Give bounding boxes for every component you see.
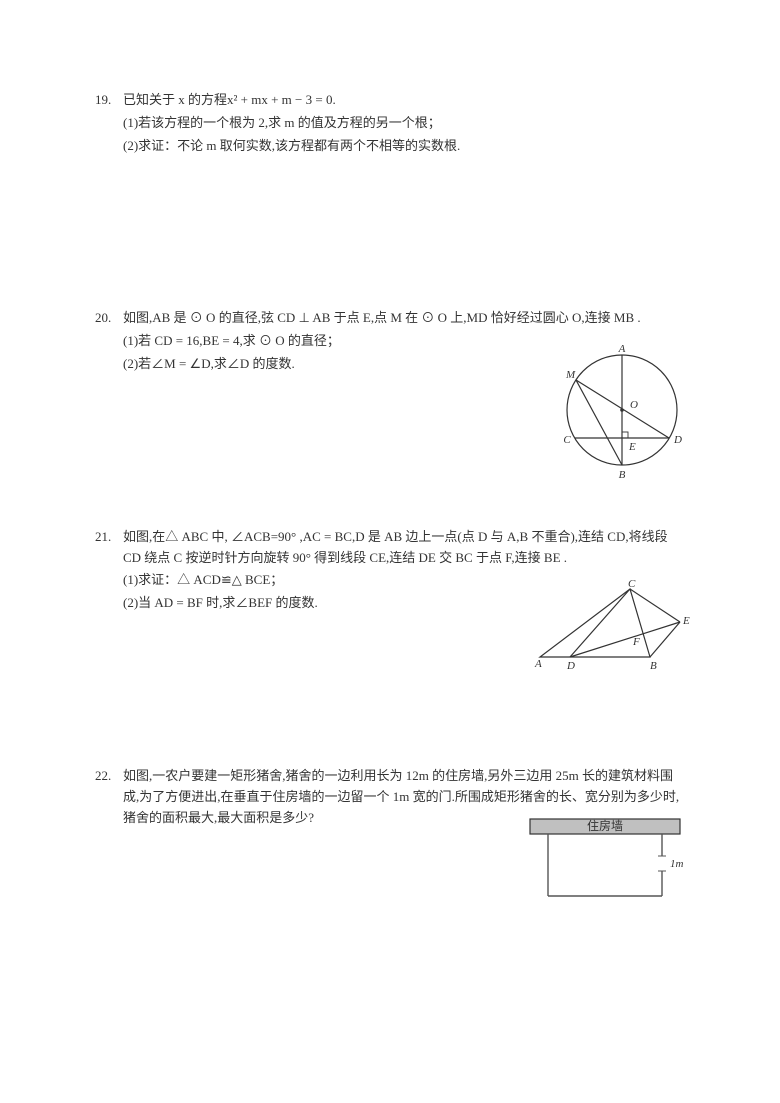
problem-sub-2: (2)求证：不论 m 取何实数,该方程都有两个不相等的实数根. [123,136,685,157]
problem-stem: 如图,AB 是 ⊙ O 的直径,弦 CD ⊥ AB 于点 E,点 M 在 ⊙ O… [123,308,685,329]
problem-number: 19. [95,90,123,111]
label-B: B [619,469,626,481]
label-C: C [628,578,636,590]
problem-stem: 已知关于 x 的方程x² + mx + m − 3 = 0. [123,90,685,111]
wall-label: 住房墙 [587,818,623,833]
triangle-diagram-icon: A B C D E F [525,577,695,672]
circle-diagram-icon: A B C D E M O [540,338,695,483]
label-D: D [673,434,682,446]
figure-21: A B C D E F [525,577,695,672]
label-O: O [630,399,638,411]
figure-22: 住房墙 1m [520,811,695,911]
problem-number: 20. [95,308,123,329]
problem-21: 21. 如图,在△ ABC 中, ∠ACB=90° ,AC = BC,D 是 A… [95,527,685,616]
label-D: D [566,660,575,672]
problem-20: 20. 如图,AB 是 ⊙ O 的直径,弦 CD ⊥ AB 于点 E,点 M 在… [95,308,685,376]
label-A: A [618,343,626,355]
problem-stem: 如图,在△ ABC 中, ∠ACB=90° ,AC = BC,D 是 AB 边上… [123,527,685,569]
label-E: E [628,441,636,453]
problem-header: 19. 已知关于 x 的方程x² + mx + m − 3 = 0. (1)若该… [95,90,685,158]
label-M: M [565,369,576,381]
label-B: B [650,660,657,672]
label-C: C [563,434,571,446]
problem-sub-1: (1)若该方程的一个根为 2,求 m 的值及方程的另一个根； [123,113,685,134]
figure-20: A B C D E M O [540,338,695,483]
pigpen-diagram-icon: 住房墙 1m [520,811,695,911]
label-A: A [534,658,542,670]
problem-number: 22. [95,766,123,787]
door-label: 1m [670,858,684,870]
problem-body: 已知关于 x 的方程x² + mx + m − 3 = 0. (1)若该方程的一… [123,90,685,158]
problem-22: 22. 如图,一农户要建一矩形猪舍,猪舍的一边利用长为 12m 的住房墙,另外三… [95,766,685,830]
problem-number: 21. [95,527,123,548]
label-F: F [632,636,640,648]
problem-19: 19. 已知关于 x 的方程x² + mx + m − 3 = 0. (1)若该… [95,90,685,158]
label-E: E [682,615,690,627]
